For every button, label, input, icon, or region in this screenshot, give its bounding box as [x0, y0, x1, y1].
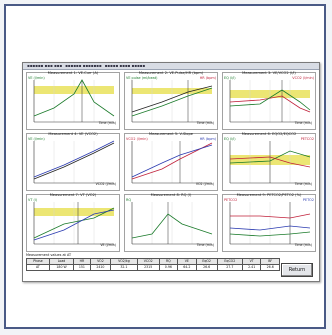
plot-x-label: Time (min) — [294, 182, 312, 186]
plot-title: Measurement 5: V-Slope — [149, 132, 193, 136]
plot-y-label: VE pulse (ml/beat) — [126, 76, 158, 80]
plot-border — [26, 133, 120, 191]
plot-canvas — [222, 72, 316, 130]
menu-item[interactable]: ▪▪▪▪▪▪ ▪▪▪▪▪▪▪ — [65, 63, 102, 68]
plot-curve — [229, 156, 311, 168]
plot-right-label: HR (bpm) — [199, 137, 216, 141]
plot-y-label: PETCO2 — [224, 198, 238, 202]
plot-curve — [131, 85, 213, 113]
plot-title: Measurement 6: EQO2/EQCO2 — [241, 132, 297, 136]
plot-panel[interactable]: Measurement 4: VE (VCO2) VE (l/min) VCO2… — [26, 132, 120, 191]
menu-bar: ▪▪▪▪▪▪ ▪▪▪ ▪▪▪ ▪▪▪▪▪▪ ▪▪▪▪▪▪▪ ▪▪▪▪▪ ▪▪▪▪… — [23, 63, 319, 70]
table-cell: 151 — [73, 264, 91, 271]
plot-title: Measurement 8: RQ (l) — [150, 193, 192, 197]
plot-curve — [33, 79, 115, 117]
plot-curve — [131, 213, 213, 239]
plot-curve — [229, 225, 311, 231]
plot-y-label: VT (l) — [28, 198, 38, 202]
plot-border — [124, 194, 218, 252]
plot-right-label: PETO2 — [302, 198, 314, 202]
plot-x-label: Time (min) — [196, 243, 214, 247]
plot-curve — [131, 87, 213, 117]
plot-title: Measurement 1: VE.Curr (A) — [47, 71, 99, 75]
plot-panel[interactable]: Measurement 3: VE/VCO2 (l/l) EQ (l/l) VC… — [222, 71, 316, 130]
app-window: ▪▪▪▪▪▪ ▪▪▪ ▪▪▪ ▪▪▪▪▪▪ ▪▪▪▪▪▪▪ ▪▪▪▪▪ ▪▪▪▪… — [22, 62, 320, 282]
plot-panel[interactable]: Measurement 7: VT (VO2) VT (l) VE (l/min… — [26, 193, 120, 252]
plot-panel[interactable]: Measurement 8: RQ (l) RQ Time (min) — [124, 193, 218, 252]
plot-border — [222, 72, 316, 130]
plot-x-label: Time (min) — [294, 121, 312, 125]
plot-canvas — [26, 194, 120, 252]
plot-canvas — [26, 133, 120, 191]
plot-curve — [229, 150, 311, 164]
at-values-panel: Measurement values at AT Phase Load HR V… — [26, 253, 280, 277]
table-cell: 2.41 — [241, 264, 262, 271]
at-values-table: Phase Load HR VO2 VO2/kg VCO2 RQ VE EqO2… — [26, 258, 280, 271]
plot-right-label: HR (bpm) — [199, 76, 216, 80]
plot-panel[interactable]: Measurement 5: V-Slope VCO2 (l/min) HR (… — [124, 132, 218, 191]
plot-panel[interactable]: Measurement 1: VE.Curr (A) VE (l/min) Ti… — [26, 71, 120, 130]
plot-canvas — [124, 72, 218, 130]
table-cell: 27.7 — [216, 264, 243, 271]
plot-curve — [33, 140, 115, 178]
plot-y-label: EQ (l/l) — [224, 76, 236, 80]
plot-curve — [229, 95, 311, 113]
table-label: Measurement values at AT — [26, 253, 72, 257]
table-cell: 180 W — [48, 264, 75, 271]
table-cell: 2410 — [89, 264, 112, 271]
table-cell: 32.1 — [110, 264, 138, 271]
plot-x-label: VE (l/min) — [100, 243, 116, 247]
plot-y-label: RQ — [126, 198, 132, 202]
plot-curve — [33, 142, 115, 180]
plot-title: Measurement 3: VE/VCO2 (l/l) — [242, 71, 296, 75]
plot-grid: Measurement 1: VE.Curr (A) VE (l/min) Ti… — [26, 71, 316, 252]
plot-x-label: VCO2 (l/min) — [95, 182, 116, 186]
plot-panel[interactable]: Measurement 9: PETCO2/PETO2 (%) PETCO2 P… — [222, 193, 316, 252]
plot-y-label: VCO2 (l/min) — [126, 137, 148, 141]
plot-canvas — [124, 194, 218, 252]
plot-x-label: VO2 (l/min) — [195, 182, 214, 186]
plot-curve — [33, 209, 115, 241]
menu-item[interactable]: ▪▪▪▪▪▪ ▪▪▪ ▪▪▪ — [27, 63, 63, 68]
plot-border — [124, 133, 218, 191]
plot-border — [26, 194, 120, 252]
plot-x-label: Time (min) — [196, 121, 214, 125]
plot-curve — [131, 142, 213, 180]
plot-border — [26, 72, 120, 130]
plot-y-label: EQ (l/l) — [224, 137, 236, 141]
table-cell: 26.6 — [260, 264, 280, 271]
plot-curve — [229, 89, 311, 111]
plot-title: Measurement 2: VE.Pulse/HR (bpm) — [138, 71, 204, 75]
table-cell: AT — [26, 264, 50, 271]
plot-panel[interactable]: Measurement 2: VE.Pulse/HR (bpm) VE puls… — [124, 71, 218, 130]
plot-y-label: VE (l/min) — [28, 137, 45, 141]
plot-right-label: VCO2 (l/min) — [292, 76, 314, 80]
plot-border — [124, 72, 218, 130]
plot-canvas — [124, 133, 218, 191]
return-button[interactable]: Return — [281, 263, 313, 277]
plot-x-label: Time (min) — [294, 243, 312, 247]
plot-title: Measurement 9: PETCO2/PETO2 (%) — [236, 193, 302, 197]
menu-item[interactable]: ▪▪▪▪▪ ▪▪▪▪ ▪▪▪▪▪ — [104, 63, 146, 68]
table-cell: 26.6 — [195, 264, 218, 271]
table-cell: 2315 — [136, 264, 160, 271]
plot-y-label: VE (l/min) — [28, 76, 45, 80]
page-frame: ▪▪▪▪▪▪ ▪▪▪ ▪▪▪ ▪▪▪▪▪▪ ▪▪▪▪▪▪▪ ▪▪▪▪▪ ▪▪▪▪… — [4, 4, 326, 329]
plot-curve — [131, 144, 213, 178]
plot-x-label: Time (min) — [98, 121, 116, 125]
plot-curve — [33, 207, 115, 239]
plot-canvas — [26, 72, 120, 130]
plot-right-label: PETCO2 — [300, 137, 314, 141]
plot-curve — [229, 231, 311, 237]
plot-curve — [230, 213, 311, 219]
plot-title: Measurement 7: VT (VO2) — [49, 193, 97, 197]
plot-border — [222, 194, 316, 252]
table-cell: 64.2 — [177, 264, 197, 271]
plot-title: Measurement 4: VE (VCO2) — [48, 132, 98, 136]
plot-panel[interactable]: Measurement 6: EQO2/EQCO2 EQ (l/l) PETCO… — [222, 132, 316, 191]
plot-canvas — [222, 194, 316, 252]
table-row: AT 180 W 151 2410 32.1 2315 0.96 64.2 26… — [26, 264, 280, 271]
plot-canvas — [222, 133, 316, 191]
table-cell: 0.96 — [158, 264, 179, 271]
